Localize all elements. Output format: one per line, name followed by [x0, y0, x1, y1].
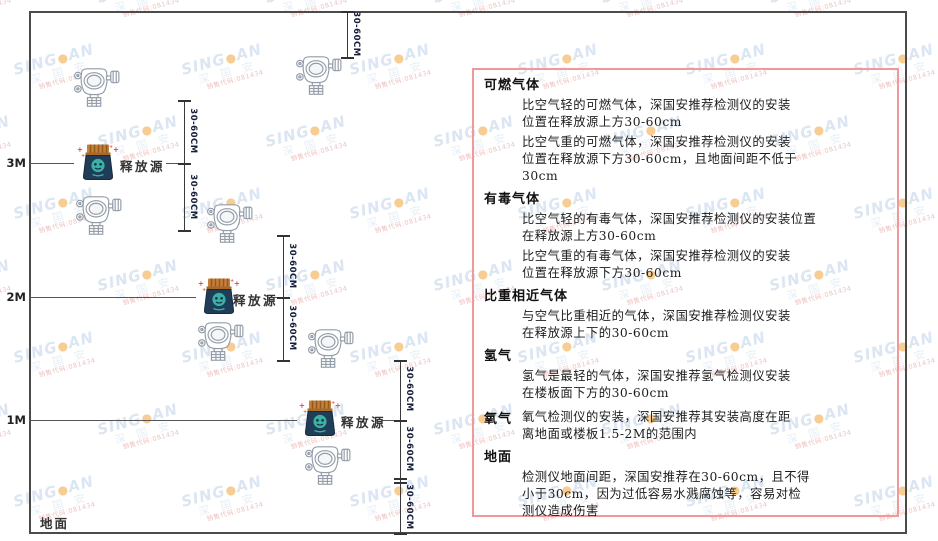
panel-section: 氢气 氢气是最轻的气体，深国安推荐氢气检测仪安装 在楼板面下方的30-60cm [474, 349, 897, 402]
section-paragraph: 比空气重的可燃气体，深国安推荐检测仪的安装 位置在释放源下方30-60cm，且地… [522, 135, 798, 183]
dimension-tick [393, 478, 407, 480]
watermark: SING●AN 深 国 安 销售代码:081434 [96, 534, 230, 541]
dimension-tick [276, 297, 290, 299]
watermark-brand: SING●AN [96, 534, 226, 541]
dimension-tick [393, 420, 407, 422]
height-level-line [382, 420, 400, 421]
watermark-brand: SING●AN [431, 0, 562, 7]
ground-label: 地面 [40, 516, 70, 531]
watermark-brand: SING●AN [95, 0, 226, 7]
watermark: SING●AN 深 国 安 销售代码:081434 [264, 534, 398, 541]
panel-section: 有毒气体比空气轻的有毒气体，深国安推荐检测仪的安装位置 在释放源上方30-60c… [474, 192, 897, 282]
installation-notes-panel: 可燃气体比空气轻的可燃气体，深国安推荐检测仪的安装 位置在释放源上方30-60c… [472, 68, 899, 520]
watermark: SING●AN 深 国 安 销售代码:081434 [432, 534, 566, 541]
watermark: SING●AN 深 国 安 销售代码:081434 [600, 534, 734, 541]
height-level-line [166, 163, 184, 164]
dimension-tick [340, 57, 354, 59]
release-source-label: 释放源 [120, 159, 166, 174]
height-level-line [29, 420, 297, 421]
release-source-label: 释放源 [233, 293, 279, 308]
section-paragraph: 与空气比重相近的气体，深国安推荐检测仪安装 在释放源上下的30-60cm [522, 309, 791, 340]
section-paragraph: 检测仪地面间距，深国安推荐在30-60cm，且不得 小于30cm，因为过低容易水… [522, 470, 810, 518]
height-axis-label: 2M [6, 290, 26, 304]
panel-section: 氧气 氧气检测仪的安装，深国安推荐其安装高度在距 离地面或楼板1.5-2M的范围内 [474, 409, 897, 443]
section-heading: 可燃气体 [484, 78, 541, 93]
dimension-tick [393, 533, 407, 535]
dimension-label: 30-60CM [287, 305, 297, 351]
gas-detector-icon [305, 446, 351, 485]
section-heading: 地面 [484, 450, 513, 465]
dimension-tick [177, 163, 191, 165]
dimension-tick [340, 11, 354, 13]
section-paragraph: 比空气轻的有毒气体，深国安推荐检测仪的安装位置 在释放源上方30-60cm [522, 212, 817, 243]
svg-text:+: + [113, 145, 119, 154]
section-heading: 有毒气体 [484, 192, 541, 207]
room-frame [29, 11, 907, 534]
height-level-line [29, 163, 74, 164]
watermark-brand: SING●AN [768, 534, 898, 541]
section-paragraph: 比空气重的有毒气体，深国安推荐检测仪的安装 位置在释放源下方30-60cm [522, 249, 791, 280]
dimension-label: 30-60CM [404, 426, 414, 472]
dimension-tick [393, 360, 407, 362]
gas-detector-icon [308, 329, 354, 368]
section-paragraph: 比空气轻的可燃气体，深国安推荐检测仪的安装 位置在释放源上方30-60cm [522, 98, 791, 129]
dimension-label: 30-60CM [188, 108, 198, 154]
dimension-chain-line [347, 11, 348, 57]
dimension-label: 30-60CM [404, 484, 414, 530]
release-source-icon: + + + + [198, 278, 240, 314]
svg-text:+: + [331, 400, 335, 406]
watermark-brand: SING●AN [767, 0, 898, 7]
dimension-tick [276, 360, 290, 362]
dimension-label: 30-60CM [351, 11, 361, 57]
svg-text:+: + [335, 401, 341, 410]
gas-detector-icon [74, 68, 120, 107]
height-level-line [29, 297, 196, 298]
watermark-brand: SING●AN [599, 0, 730, 7]
section-heading: 氧气 [484, 412, 513, 427]
release-source-icon: + + + + [299, 400, 341, 436]
svg-text:+: + [230, 278, 234, 284]
dimension-label: 30-60CM [404, 366, 414, 412]
panel-section: 可燃气体比空气轻的可燃气体，深国安推荐检测仪的安装 位置在释放源上方30-60c… [474, 78, 897, 185]
section-paragraph: 氢气是最轻的气体，深国安推荐氢气检测仪安装 在楼板面下方的30-60cm [522, 369, 791, 400]
dimension-tick [177, 230, 191, 232]
gas-detector-icon [207, 204, 253, 243]
watermark-brand: SING●AN [432, 534, 562, 541]
gas-detector-icon [296, 56, 342, 95]
svg-text:+: + [202, 287, 206, 293]
svg-text:+: + [198, 279, 204, 288]
dimension-tick [276, 235, 290, 237]
watermark: SING●AN 深 国 安 销售代码:081434 [0, 534, 62, 541]
section-heading: 比重相近气体 [484, 289, 569, 304]
watermark-brand: SING●AN [600, 534, 730, 541]
svg-text:+: + [234, 279, 240, 288]
height-axis-label: 1M [6, 413, 26, 427]
svg-text:+: + [109, 144, 113, 150]
svg-text:+: + [299, 401, 305, 410]
dimension-tick [177, 100, 191, 102]
dimension-label: 30-60CM [188, 174, 198, 220]
panel-section: 比重相近气体与空气比重相近的气体，深国安推荐检测仪安装 在释放源上下的30-60… [474, 289, 897, 342]
gas-detector-icon [76, 196, 122, 235]
watermark-brand: SING●AN [264, 534, 394, 541]
dimension-tick [393, 482, 407, 484]
gas-detector-icon [198, 322, 244, 361]
svg-text:+: + [81, 153, 85, 159]
watermark: SING●AN 深 国 安 销售代码:081434 [768, 534, 902, 541]
watermark-brand: SING●AN [263, 0, 394, 7]
svg-text:+: + [77, 145, 83, 154]
dimension-chain-line [184, 100, 185, 230]
dimension-label: 30-60CM [287, 243, 297, 289]
watermark-brand: SING●AN [0, 534, 57, 541]
svg-text:+: + [303, 409, 307, 415]
section-paragraph: 氧气检测仪的安装，深国安推荐其安装高度在距 离地面或楼板1.5-2M的范围内 [522, 410, 791, 441]
dimension-chain-line [400, 360, 401, 533]
release-source-label: 释放源 [341, 415, 387, 430]
height-axis-label: 3M [6, 156, 26, 170]
panel-section: 地面 检测仪地面间距，深国安推荐在30-60cm，且不得 小于30cm，因为过低容… [474, 450, 897, 520]
watermark-brand: SING●AN [0, 0, 57, 7]
release-source-icon: + + + + [77, 144, 119, 180]
section-heading: 氢气 [484, 349, 513, 364]
